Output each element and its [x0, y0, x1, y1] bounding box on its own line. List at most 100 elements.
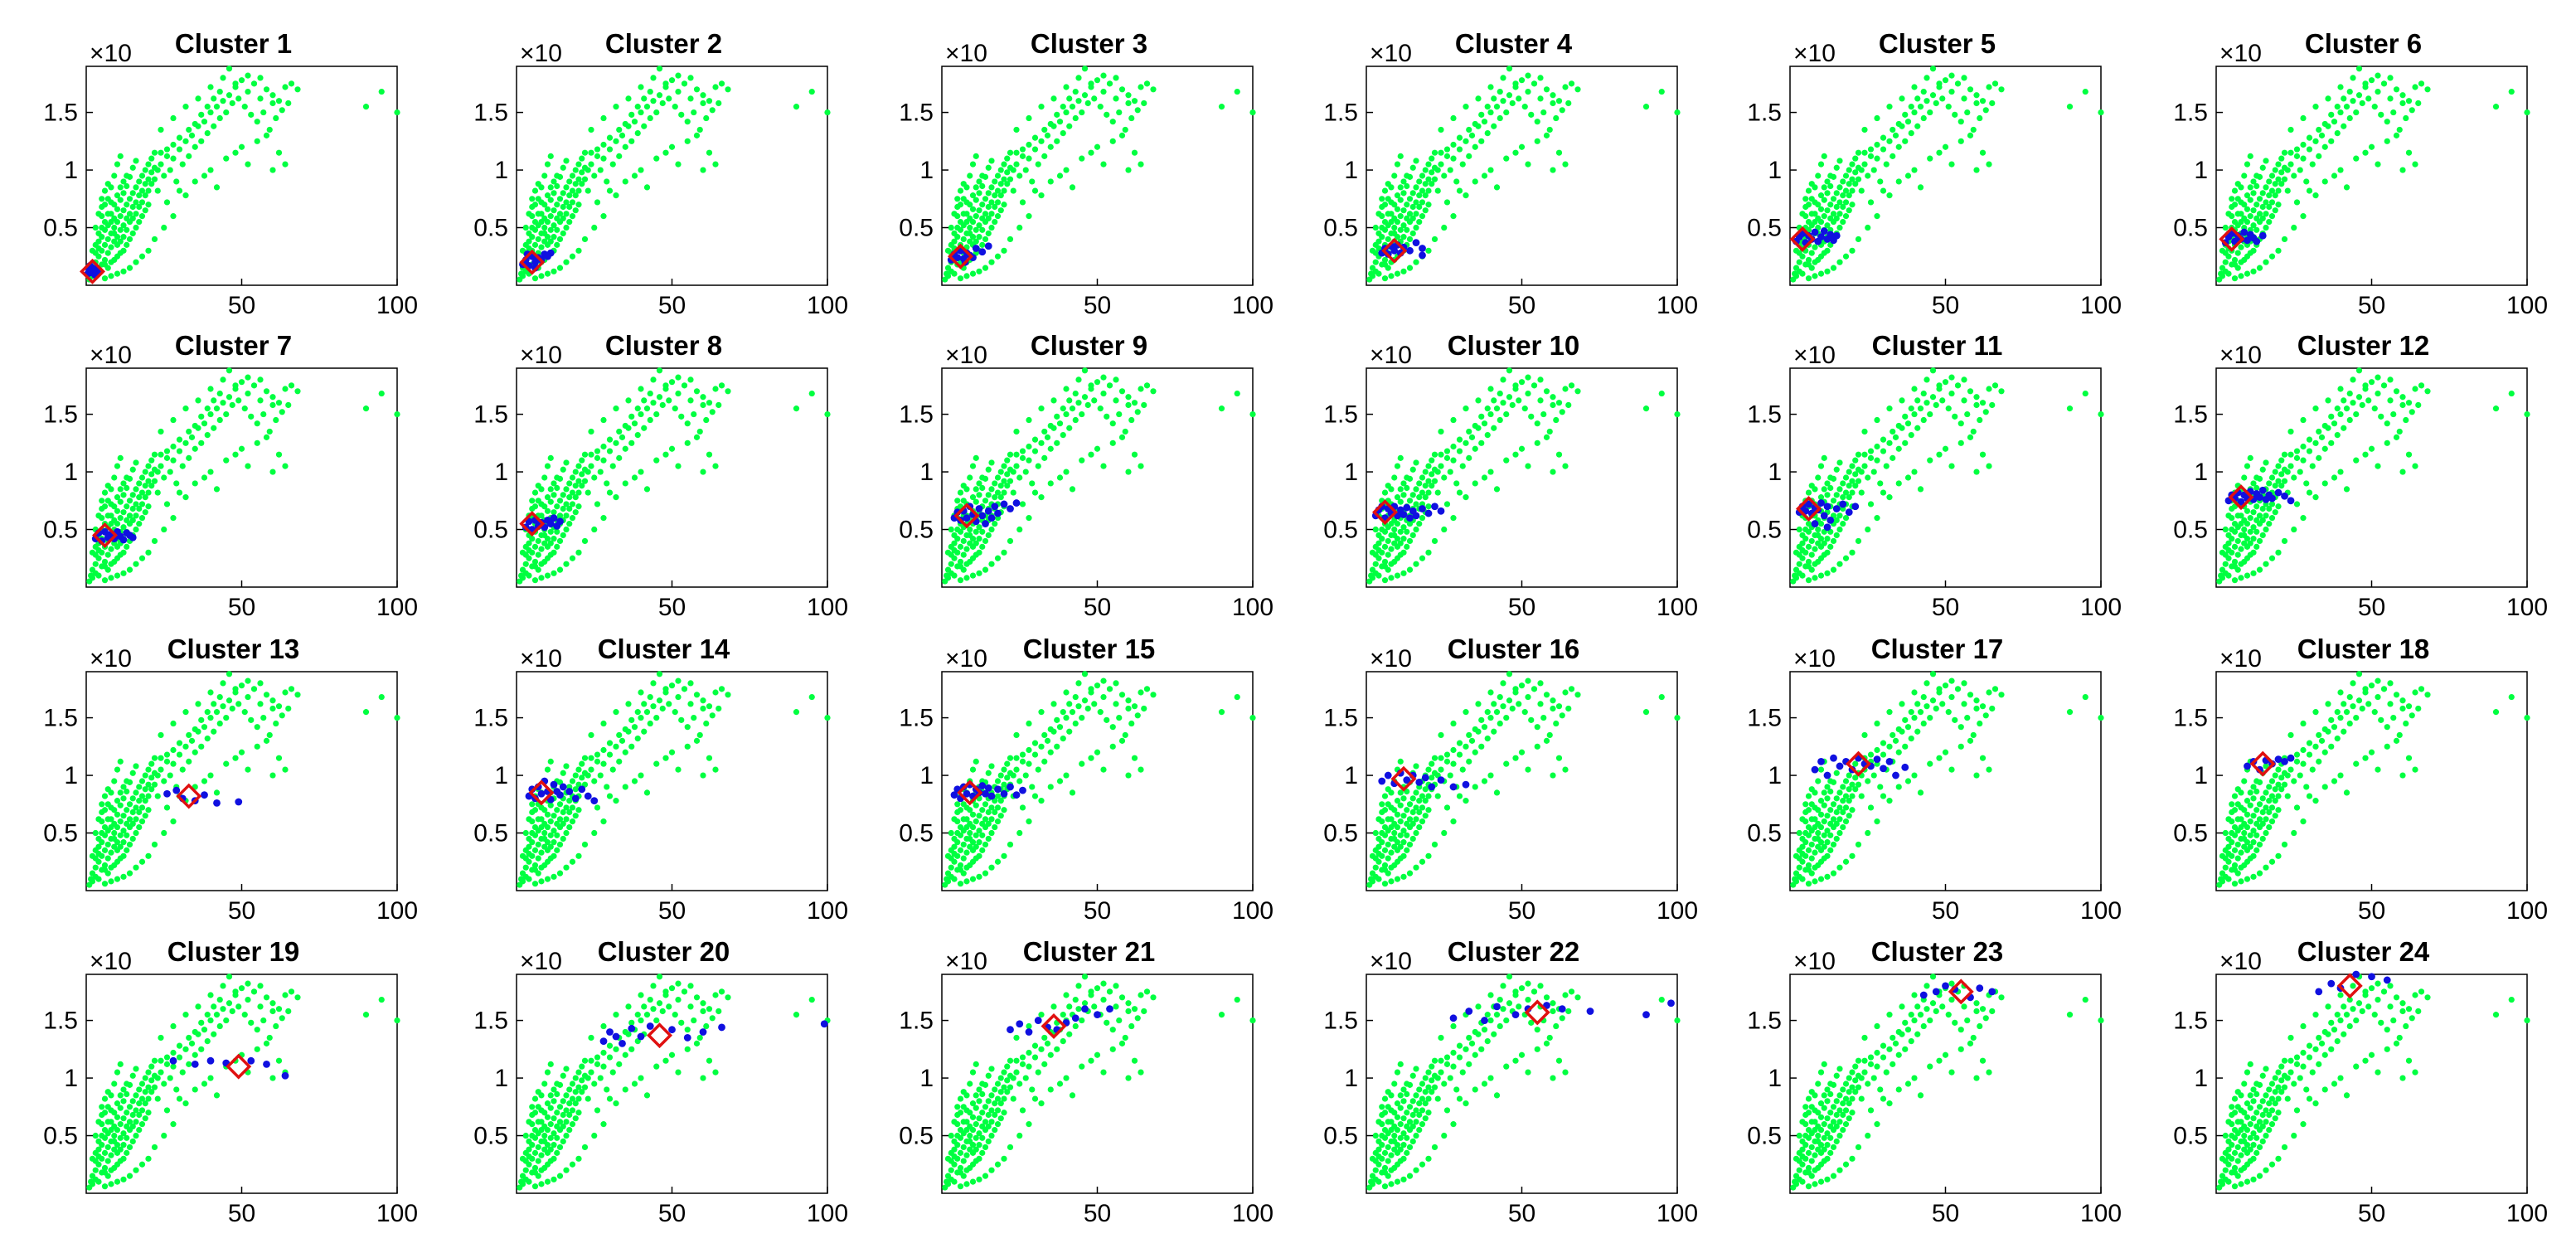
- x-tick-label: 100: [2080, 594, 2122, 621]
- background-point: [2399, 394, 2406, 401]
- background-point: [1865, 474, 1871, 481]
- background-point: [195, 397, 201, 404]
- background-point: [1892, 132, 1899, 138]
- background-point: [1060, 129, 1066, 137]
- background-point: [1830, 265, 1837, 271]
- background-point: [519, 1181, 526, 1187]
- background-point: [120, 1142, 127, 1148]
- background-point: [1466, 454, 1472, 461]
- background-point: [793, 405, 800, 412]
- background-point: [656, 671, 663, 677]
- background-point: [594, 448, 601, 454]
- x-tick-label: 50: [1084, 292, 1111, 319]
- background-point: [192, 445, 198, 452]
- background-point: [2253, 484, 2260, 492]
- background-point: [535, 211, 541, 217]
- background-point: [1824, 570, 1831, 576]
- background-point: [1948, 390, 1955, 397]
- background-point: [1512, 686, 1519, 692]
- background-point: [556, 196, 564, 202]
- background-point: [1796, 864, 1802, 871]
- background-point: [976, 828, 982, 834]
- background-point: [979, 528, 986, 535]
- background-point: [616, 454, 623, 461]
- y-tick-label: 0.5: [899, 820, 934, 847]
- background-point: [1409, 190, 1416, 197]
- background-point: [129, 190, 136, 197]
- background-point: [378, 390, 385, 397]
- background-point: [716, 1008, 722, 1015]
- background-point: [1824, 839, 1831, 846]
- background-point: [99, 1132, 105, 1139]
- background-point: [1463, 138, 1469, 144]
- background-point: [1855, 149, 1862, 156]
- background-point: [1391, 829, 1398, 837]
- background-point: [538, 273, 545, 279]
- background-point: [1870, 167, 1877, 173]
- subplot-title: Cluster 7: [175, 330, 292, 361]
- background-point: [226, 1000, 233, 1007]
- background-point: [976, 839, 982, 846]
- background-point: [2247, 832, 2253, 838]
- background-point: [1413, 184, 1419, 191]
- background-point: [282, 161, 289, 168]
- background-point: [976, 813, 982, 819]
- background-point: [1375, 238, 1382, 245]
- cluster-point: [606, 1028, 614, 1036]
- background-point: [1528, 111, 1535, 118]
- subplot-14: 0.511.550 100×10 Cluster 14: [473, 634, 848, 925]
- cluster-point: [129, 533, 137, 541]
- background-point: [556, 265, 564, 271]
- background-point: [647, 996, 653, 1003]
- y-tick-label: 1: [1768, 157, 1782, 184]
- background-point: [2341, 728, 2347, 735]
- background-point: [519, 273, 526, 279]
- background-point: [158, 1057, 164, 1064]
- cluster-point: [263, 1060, 270, 1068]
- background-point: [647, 693, 653, 701]
- background-point: [575, 807, 582, 813]
- background-point: [1031, 740, 1039, 746]
- background-point: [95, 850, 102, 857]
- background-point: [117, 789, 124, 796]
- background-point: [1973, 469, 1980, 475]
- cluster-point: [2253, 237, 2261, 245]
- background-point: [133, 1132, 139, 1139]
- background-point: [643, 104, 651, 110]
- background-point: [1493, 709, 1501, 716]
- background-point: [201, 119, 208, 125]
- background-point: [1109, 743, 1116, 750]
- background-point: [1895, 120, 1902, 128]
- background-point: [1525, 463, 1531, 469]
- y-tick-label: 1.5: [2173, 100, 2208, 127]
- background-point: [976, 1155, 982, 1162]
- background-point: [588, 731, 594, 739]
- cluster-point: [1892, 771, 1899, 779]
- background-point: [967, 1080, 973, 1087]
- subplot-title: Cluster 9: [1031, 330, 1147, 361]
- background-point: [1824, 852, 1831, 859]
- background-point: [133, 211, 139, 217]
- background-point: [656, 367, 663, 374]
- background-point: [1805, 187, 1812, 194]
- background-point: [2253, 503, 2260, 510]
- background-point: [1100, 1069, 1107, 1076]
- background-point: [1924, 400, 1930, 406]
- background-point: [2300, 760, 2307, 767]
- background-point: [114, 494, 121, 501]
- background-point: [519, 247, 526, 254]
- background-point: [192, 1028, 198, 1036]
- background-point: [145, 176, 152, 182]
- background-point: [362, 709, 370, 716]
- background-point: [2256, 196, 2263, 202]
- background-point: [944, 878, 952, 885]
- background-point: [1004, 471, 1011, 478]
- background-point: [1044, 132, 1051, 138]
- background-point: [600, 443, 607, 450]
- background-point: [1793, 878, 1800, 885]
- cluster-point: [2274, 755, 2283, 763]
- background-point: [1939, 397, 1946, 404]
- background-point: [2238, 575, 2244, 581]
- background-point: [1836, 816, 1843, 823]
- background-point: [569, 1095, 576, 1102]
